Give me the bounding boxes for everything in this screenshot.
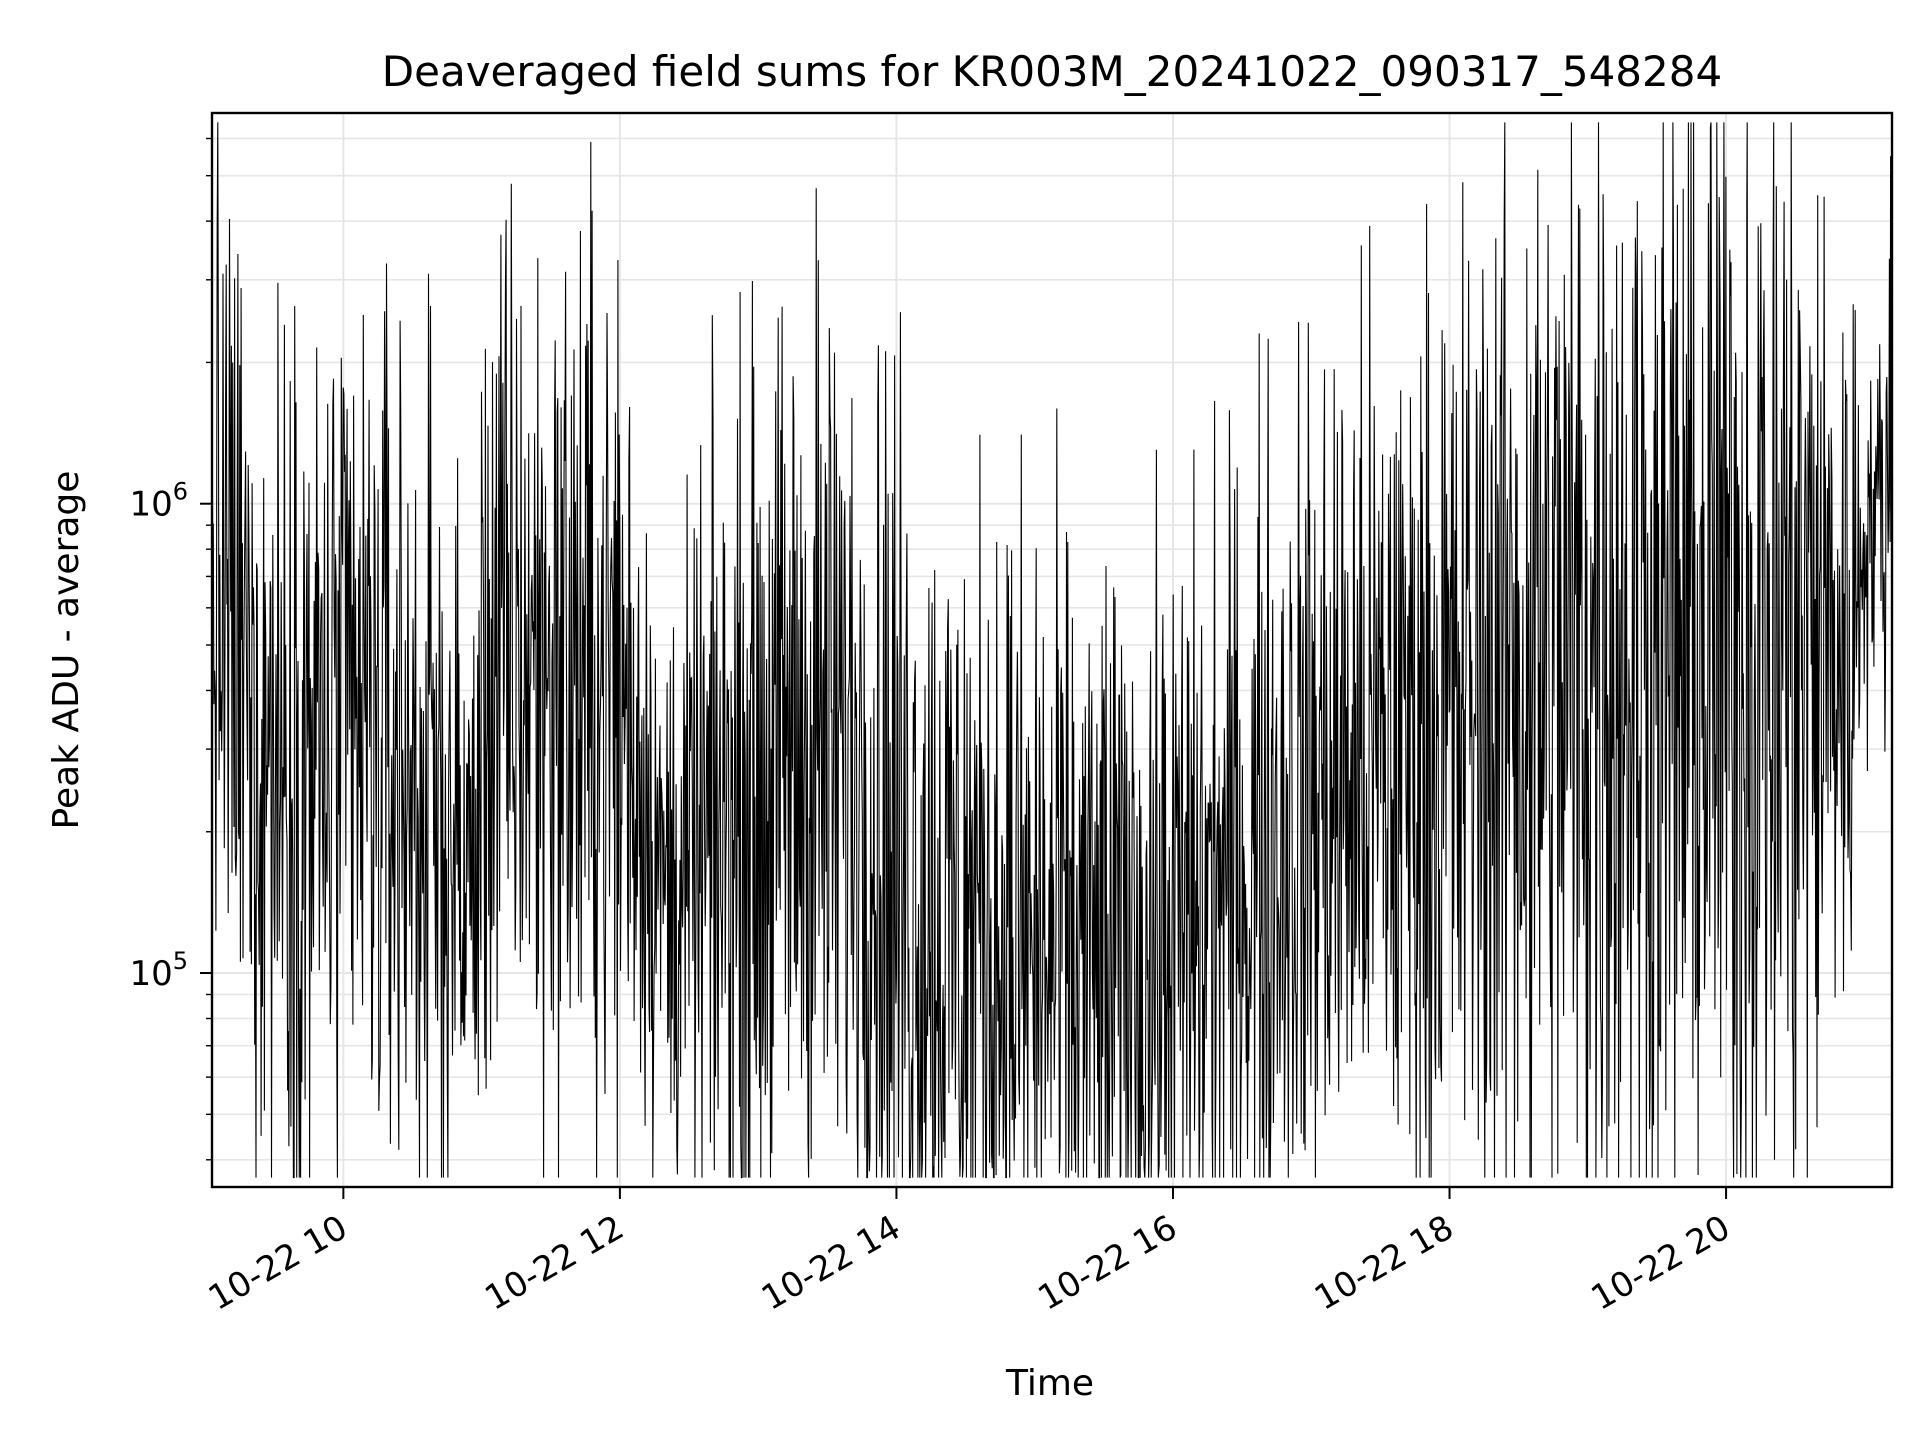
chart-title: Deaveraged field sums for KR003M_2024102… — [382, 47, 1722, 96]
plot-layer — [211, 122, 1893, 1179]
y-axis-label: Peak ADU - average — [46, 471, 87, 830]
x-axis-label: Time — [1005, 1363, 1094, 1404]
plot-frame — [210, 111, 1894, 1189]
y-tick-label: 105 — [129, 947, 188, 994]
series-line — [211, 122, 1893, 1179]
y-tick-label: 106 — [129, 478, 188, 525]
